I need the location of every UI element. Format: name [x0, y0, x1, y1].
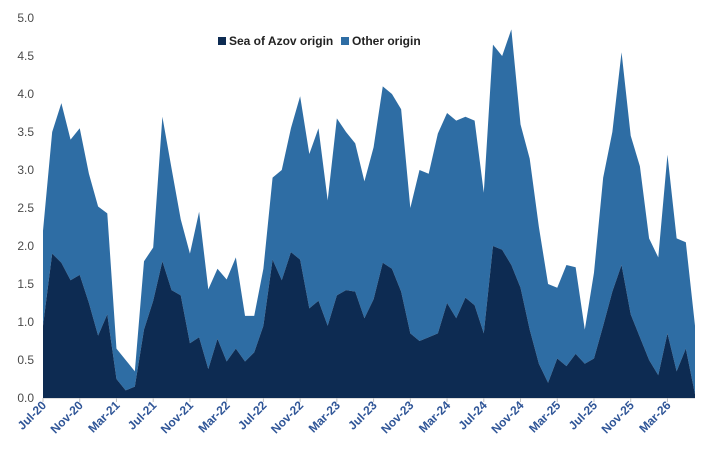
- legend-item-sea-of-azov-origin: Sea of Azov origin: [218, 34, 333, 48]
- x-tick-label: Mar-23: [306, 398, 343, 435]
- x-tick-label: Nov-24: [488, 398, 526, 436]
- y-tick-label: 4.0: [17, 87, 34, 101]
- y-tick-label: 1.0: [17, 315, 34, 329]
- x-tick-label: Mar-26: [636, 398, 673, 435]
- y-tick-label: 4.5: [17, 49, 34, 63]
- y-tick-label: 2.0: [17, 239, 34, 253]
- legend-swatch: [218, 37, 226, 45]
- y-tick-label: 0.5: [17, 353, 34, 367]
- x-tick-label: Mar-24: [416, 398, 453, 435]
- y-tick-label: 3.0: [17, 163, 34, 177]
- y-tick-label: 0.0: [17, 391, 34, 405]
- legend-label: Sea of Azov origin: [229, 34, 333, 48]
- area-other-origin: [43, 29, 695, 395]
- x-tick-label: Mar-21: [85, 398, 122, 435]
- x-tick-label: Nov-22: [268, 398, 306, 436]
- legend-swatch: [341, 37, 349, 45]
- x-tick-label: Mar-25: [526, 398, 563, 435]
- x-tick-label: Nov-21: [158, 398, 196, 436]
- x-tick-label: Jul-21: [125, 398, 160, 433]
- x-tick-label: Jul-25: [566, 398, 601, 433]
- x-tick-label: Jul-23: [345, 398, 380, 433]
- x-tick-label: Nov-23: [378, 398, 416, 436]
- y-axis-ticks: 0.0 0.5 1.0 1.5 2.0 2.5 3.0 3.5 4.0 4.5 5.0: [17, 11, 34, 405]
- y-tick-label: 1.5: [17, 277, 34, 291]
- legend: Sea of Azov origin Other origin: [218, 34, 421, 48]
- x-tick-label: Nov-20: [48, 398, 86, 436]
- area-series: [43, 29, 695, 398]
- x-tick-label: Jul-22: [235, 398, 270, 433]
- y-tick-label: 2.5: [17, 201, 34, 215]
- legend-item-other-origin: Other origin: [341, 34, 421, 48]
- legend-label: Other origin: [352, 34, 421, 48]
- area-sea-of-azov-origin: [43, 246, 695, 398]
- x-tick-label: Nov-25: [599, 398, 637, 436]
- y-tick-label: 5.0: [17, 11, 34, 25]
- y-tick-label: 3.5: [17, 125, 34, 139]
- x-tick-label: Mar-22: [196, 398, 233, 435]
- x-tick-label: Jul-24: [455, 398, 490, 433]
